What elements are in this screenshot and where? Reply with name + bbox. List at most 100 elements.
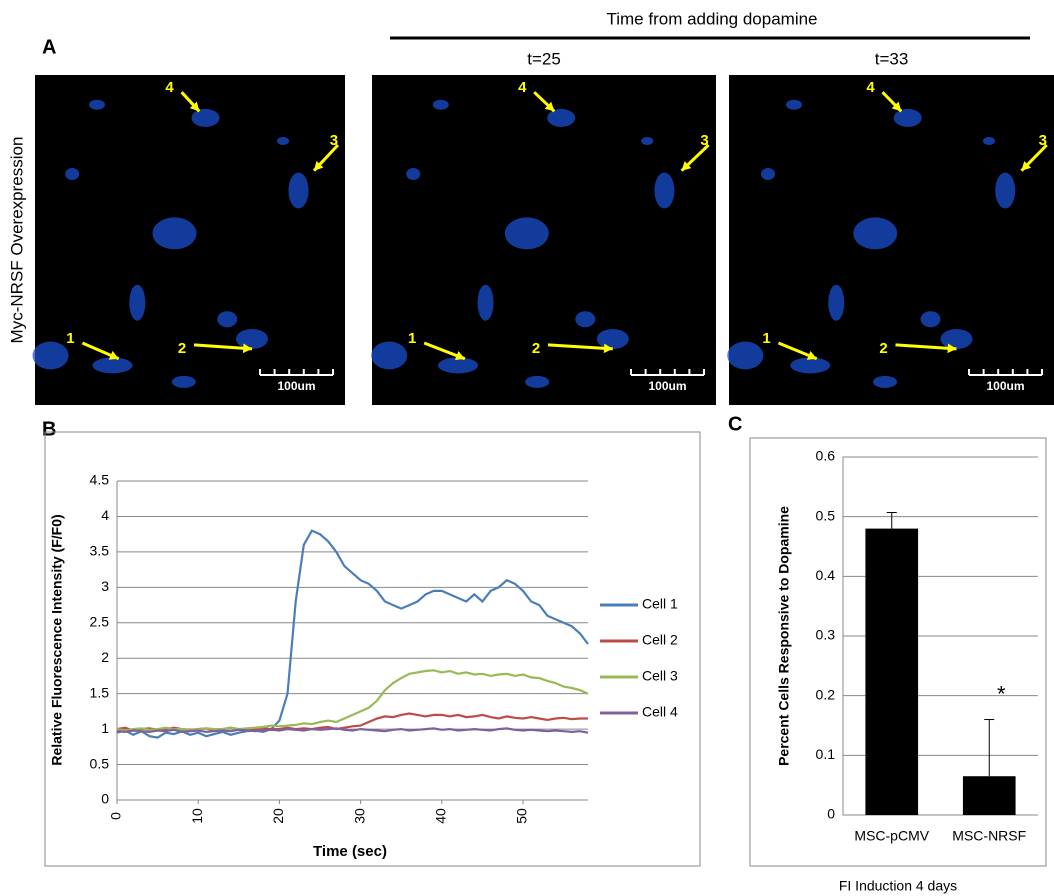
arrow-head [947,343,957,354]
cell-signal [65,168,80,180]
cell-marker: 1 [66,330,74,347]
x-tick-label: 50 [514,808,530,824]
arrow-head [681,161,692,171]
x-tick-label: 40 [433,808,449,824]
cell-signal [438,357,478,374]
y-tick-label: 0.6 [816,448,836,464]
cell-marker: 2 [879,340,887,357]
cell-marker: 4 [165,79,174,96]
cell-signal [790,357,831,374]
y-tick-label: 0.5 [816,507,836,523]
cell-signal [995,172,1016,209]
panel-label: B [42,418,56,440]
cell-marker: 3 [330,132,338,149]
y-tick-label: 0.2 [816,686,836,702]
y-tick-label: 0.5 [90,755,110,771]
panel-label: A [42,36,56,58]
legend-label: Cell 3 [642,668,678,684]
cell-marker: 3 [700,132,708,149]
x-tick-label: 20 [270,808,286,824]
cell-marker: 2 [532,340,540,357]
arrow-head [454,351,465,361]
x-tick-label: 0 [108,812,124,820]
arrow-head [891,101,902,112]
cell-signal [477,284,494,321]
x-tick-label: MSC-NRSF [952,828,1026,844]
annotation: * [997,681,1006,706]
y-tick-label: 1 [101,720,109,736]
chart-frame [44,431,701,867]
data-line [116,727,589,734]
arrow-head [314,161,324,171]
x-tick-label: 30 [351,808,367,824]
legend-label: Cell 2 [642,632,678,648]
x-tick-label: 10 [189,808,205,824]
y-tick-label: 0.4 [816,567,836,583]
cell-marker: 2 [178,340,186,357]
cell-signal [129,284,146,321]
cell-marker: 1 [762,330,770,347]
data-line [116,669,589,732]
cell-signal [406,168,421,180]
cell-signal [727,341,764,370]
arrow [547,343,613,351]
arrow-head [603,343,613,354]
time-label: t=25 [527,49,561,68]
arrow-head [1021,161,1032,171]
y-tick-label: 0 [827,806,835,822]
arrow-head [806,351,817,360]
y-tick-label: 3 [101,578,109,594]
cell-signal [371,341,408,370]
cell-signal [547,108,576,127]
cell-signal [853,217,898,250]
y-axis-title: Relative Fluorescence Intensity (F/F0) [49,514,65,765]
cell-signal [217,311,238,328]
cell-signal [786,99,802,110]
header: Time from adding dopamine [606,9,817,28]
y-tick-label: 2.5 [90,613,110,629]
cell-signal [654,172,675,209]
bar [962,776,1016,815]
legend-label: Cell 1 [642,596,678,612]
y-tick-label: 3.5 [90,543,110,559]
y-tick-label: 4.5 [90,472,110,488]
arrow-head [108,350,119,360]
arrow-head [189,101,200,112]
arrow-head [242,343,252,354]
scale-label: 100um [648,379,686,393]
cell-marker: 3 [1039,132,1047,149]
y-tick-label: 0.3 [816,627,836,643]
arrow [895,343,957,351]
y-tick-label: 1.5 [90,684,110,700]
cell-signal [575,311,596,328]
y-axis-title: Percent Cells Responsive to Dopamine [776,506,792,766]
cell-signal [893,108,922,127]
chart-frame [749,437,1047,867]
cell-marker: 1 [408,330,416,347]
x-tick-label: MSC-pCMV [854,828,929,844]
panel-label: C [728,413,742,435]
arrow [193,343,253,351]
y-tick-label: 2 [101,649,109,665]
time-label: t=33 [875,49,909,68]
cell-signal [171,375,196,388]
y-tick-label: 0.1 [816,746,836,762]
cell-signal [641,137,654,145]
x-axis-title: FI Induction 4 days [839,878,957,894]
data-line [116,529,589,739]
bar [865,528,919,815]
cell-signal [236,329,268,349]
cell-signal [89,99,105,110]
cell-marker: 4 [866,79,875,96]
cell-signal [940,329,973,349]
cell-marker: 4 [518,79,527,96]
cell-signal [828,284,845,321]
y-tick-label: 4 [101,507,109,523]
scale-label: 100um [277,379,315,393]
scale-label: 100um [986,379,1024,393]
cell-signal [277,137,289,145]
x-axis-title: Time (sec) [313,843,387,860]
cell-signal [525,375,550,388]
cell-signal [288,172,309,209]
